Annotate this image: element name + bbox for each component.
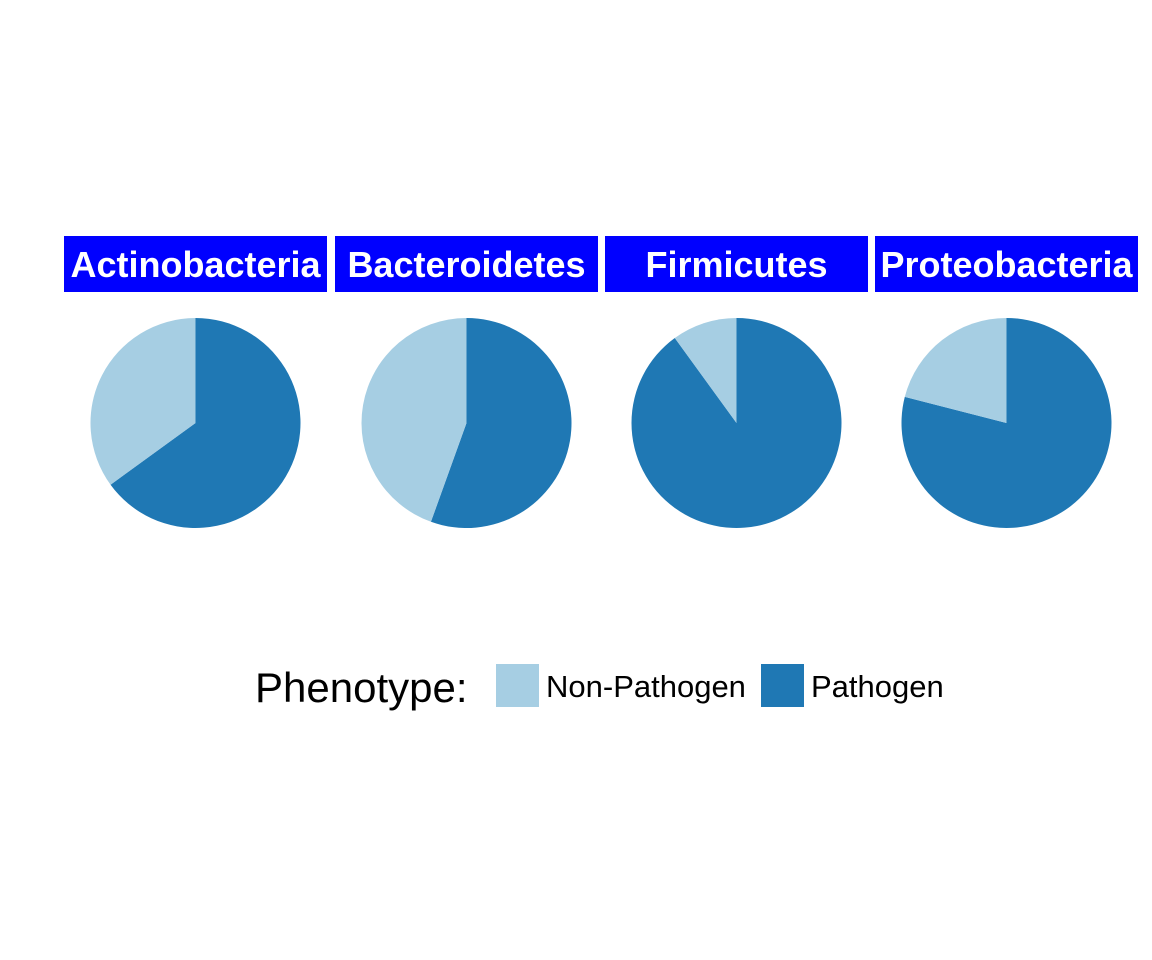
facet-strip [875,236,1138,292]
facet-strip-label: Firmicutes [645,244,827,285]
pie-slice-pathogen [430,318,572,528]
pie-slice-pathogen [901,318,1112,529]
facet-actinobacteria: Actinobacteria [64,236,327,528]
legend-title: Phenotype: [255,664,468,711]
facet-strip-label: Actinobacteria [70,244,321,285]
legend-key-non-pathogen [496,664,539,707]
pie-slice-non-pathogen [90,318,196,485]
pie-slice-pathogen [110,318,301,528]
legend: Phenotype: Non-Pathogen Pathogen [255,664,944,711]
pie-slice-non-pathogen [674,318,737,423]
pie-slice-non-pathogen [904,318,1007,423]
legend-label-non-pathogen: Non-Pathogen [546,669,746,704]
facets-layer: Actinobacteria Bacteroidetes Firmicutes Pro… [64,236,1138,529]
facet-strip-label: Proteobacteria [880,244,1133,285]
facet-strip-label: Bacteroidetes [347,244,585,285]
facet-bacteroidetes: Bacteroidetes [335,236,598,528]
facet-strip [605,236,868,292]
facet-firmicutes: Firmicutes [605,236,868,528]
facet-strip [64,236,327,292]
facet-strip [335,236,598,292]
pie-slice-non-pathogen [361,318,467,522]
legend-label-pathogen: Pathogen [811,669,944,704]
legend-key-pathogen [761,664,804,707]
facet-proteobacteria: Proteobacteria [875,236,1138,529]
